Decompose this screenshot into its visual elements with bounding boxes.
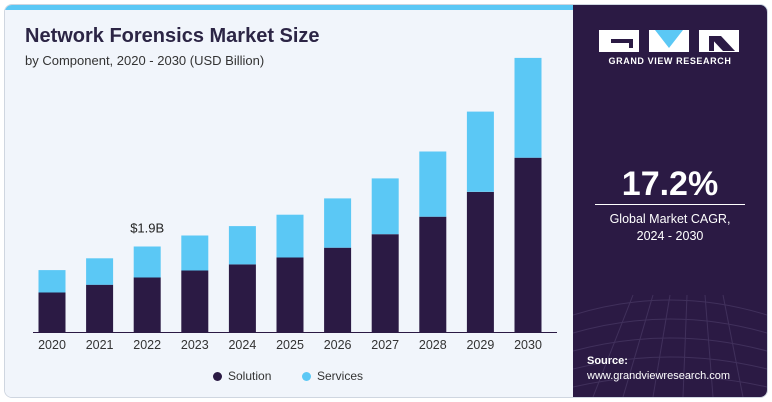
bar-services-2029: [466, 111, 494, 192]
bar-solution-2030: [514, 157, 542, 332]
bar-services-2020: [38, 270, 66, 293]
x-tick-label-2030: 2030: [514, 338, 542, 352]
data-label-2022: $1.9B: [130, 221, 164, 236]
bar-solution-2026: [324, 247, 352, 332]
chart-subtitle: by Component, 2020 - 2030 (USD Billion): [25, 53, 265, 68]
x-tick-label-2025: 2025: [276, 338, 304, 352]
bar-services-2021: [86, 258, 114, 285]
x-tick-label-2022: 2022: [133, 338, 161, 352]
bar-services-2028: [419, 151, 447, 217]
bar-solution-2028: [419, 216, 447, 332]
bar-services-2025: [276, 214, 304, 258]
x-tick-label-2020: 2020: [38, 338, 66, 352]
chart-title: Network Forensics Market Size: [25, 25, 320, 47]
bar-solution-2024: [228, 264, 256, 332]
grand-view-research-logo-icon: [599, 30, 739, 52]
bar-services-2027: [371, 178, 399, 235]
chart-card: Network Forensics Market Size by Compone…: [4, 4, 768, 398]
bar-solution-2020: [38, 292, 66, 332]
bar-services-2022: [133, 246, 161, 278]
source-label: Source:: [587, 355, 628, 367]
bar-solution-2021: [86, 284, 114, 332]
source-url: www.grandviewresearch.com: [587, 370, 731, 382]
brand-name: GRAND VIEW RESEARCH: [608, 56, 732, 66]
bar-solution-2029: [466, 191, 494, 332]
bar-solution-2025: [276, 257, 304, 332]
decorative-grid-pattern: [573, 294, 767, 397]
legend-item-services: Services: [302, 369, 363, 383]
info-panel: GRAND VIEW RESEARCH 17.2% Global Market …: [573, 5, 767, 397]
x-tick-label-2026: 2026: [324, 338, 352, 352]
legend-label-solution: Solution: [228, 369, 272, 383]
accent-top-bar: [5, 5, 767, 10]
x-tick-label-2024: 2024: [228, 338, 256, 352]
bar-solution-2022: [133, 277, 161, 332]
legend-swatch-solution: [213, 371, 222, 381]
bar-solution-2027: [371, 234, 399, 332]
legend-swatch-services: [302, 371, 311, 381]
cagr-label-line1: Global Market CAGR,: [609, 212, 731, 226]
cagr-divider: [595, 204, 745, 205]
legend-label-services: Services: [317, 369, 364, 383]
x-tick-label-2027: 2027: [371, 338, 399, 352]
x-tick-label-2023: 2023: [181, 338, 209, 352]
x-tick-label-2028: 2028: [419, 338, 447, 352]
cagr-label-line2: 2024 - 2030: [636, 229, 704, 243]
bar-solution-2023: [181, 270, 209, 332]
bar-services-2026: [324, 198, 352, 248]
legend-item-solution: Solution: [213, 369, 271, 383]
bar-chart: 2020 2021 2022 2023 2024 2025 2026 2027 2028 2029…: [33, 57, 557, 352]
cagr-value: 17.2%: [621, 165, 719, 203]
x-tick-label-2029: 2029: [466, 338, 494, 352]
bar-services-2024: [228, 226, 256, 265]
cagr-label: Global Market CAGR, 2024 - 2030: [573, 211, 767, 245]
bar-services-2023: [181, 235, 209, 271]
bar-services-2030: [514, 57, 542, 158]
x-tick-label-2021: 2021: [86, 338, 114, 352]
